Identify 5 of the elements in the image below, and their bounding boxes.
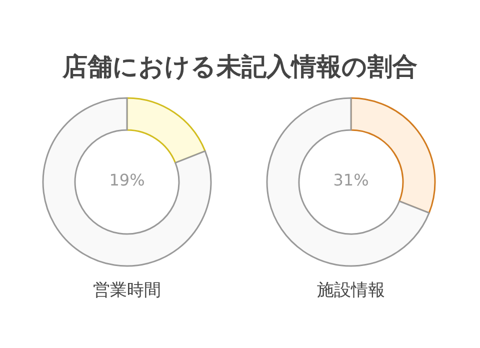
text: 施設情報 <box>317 280 385 300</box>
text: 19% <box>109 170 145 190</box>
chart-title: 店舗における未記入情報の割合 <box>61 51 418 83</box>
text: 営業時間 <box>93 280 161 300</box>
text: 31% <box>333 170 369 190</box>
